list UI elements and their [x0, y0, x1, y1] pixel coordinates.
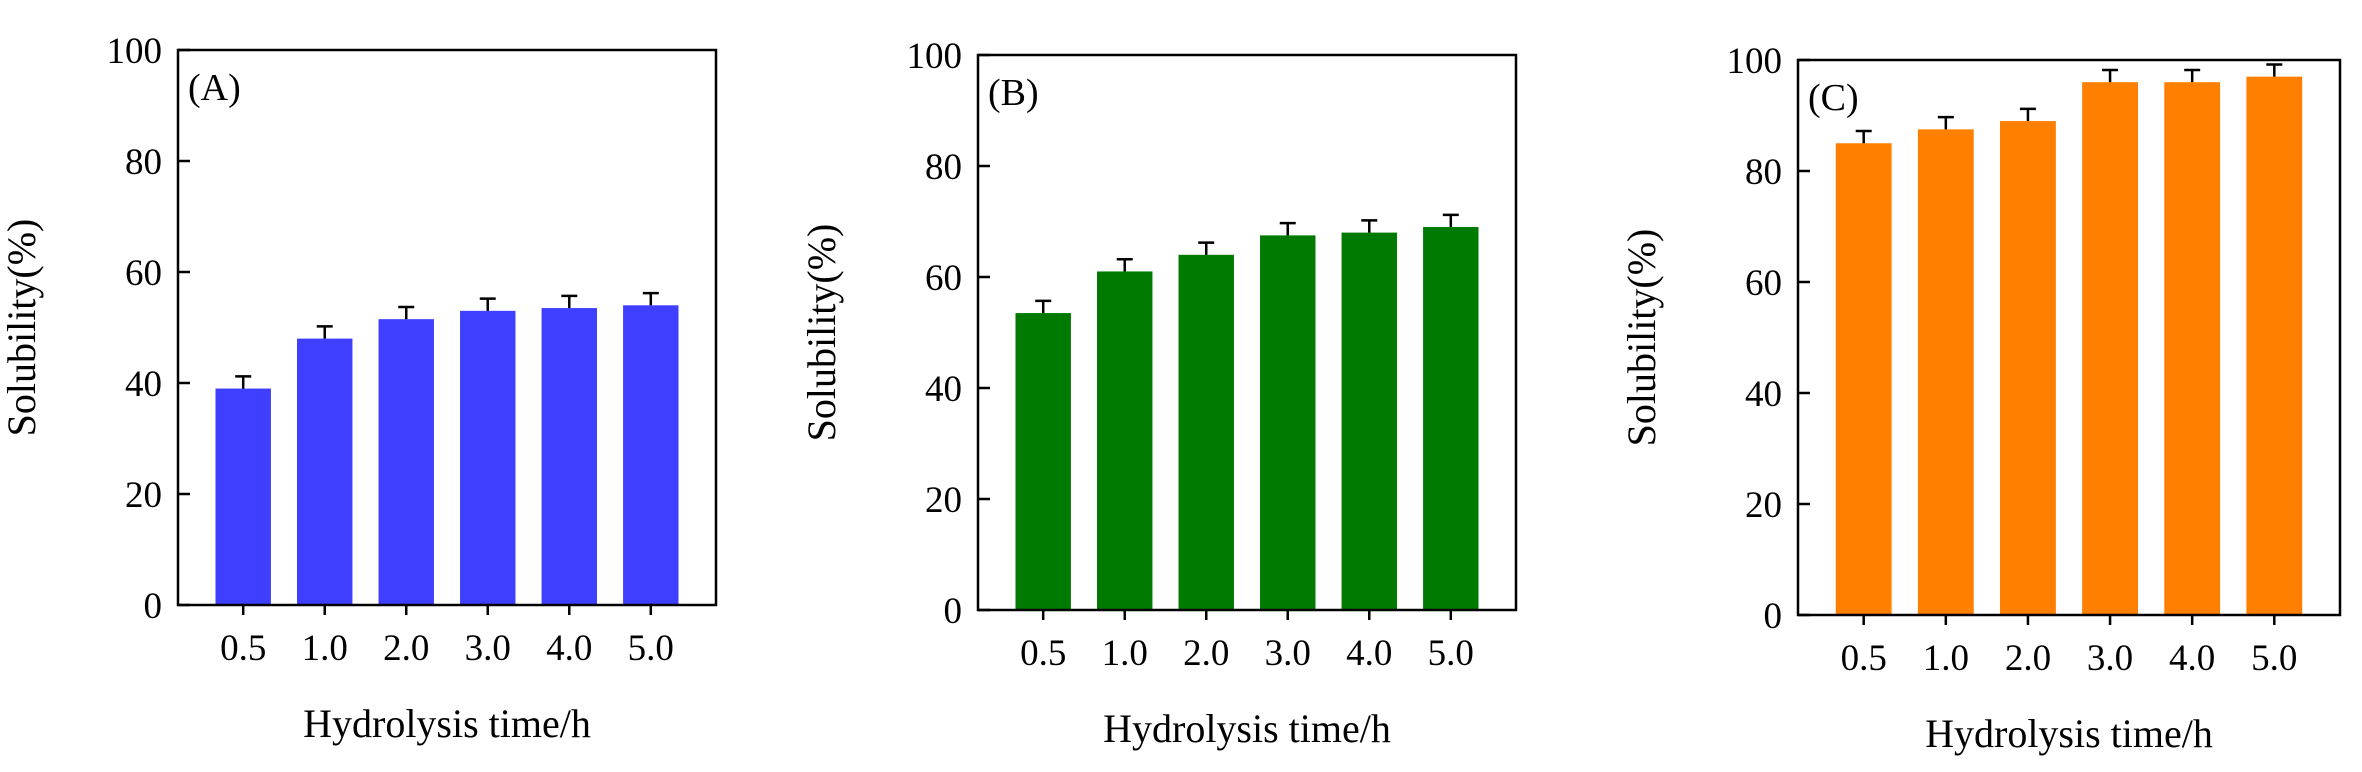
bar-4.0 — [2164, 82, 2221, 615]
error-bar-5.0 — [642, 291, 659, 306]
bar-2.0 — [1178, 254, 1234, 611]
y-tick-label: 80 — [125, 142, 162, 183]
error-bar-3.0 — [2102, 68, 2119, 83]
x-tick-label: 0.5 — [1841, 638, 1887, 679]
y-tick-label: 60 — [925, 258, 962, 299]
plot-frame — [976, 53, 1518, 612]
y-tick-label: 100 — [907, 36, 963, 77]
bar-0.5 — [215, 388, 271, 605]
x-tick-label: 4.0 — [546, 628, 592, 669]
x-tick-label: 3.0 — [1265, 633, 1311, 674]
bar-1.0 — [1917, 129, 1974, 615]
y-tick-label: 20 — [925, 480, 962, 521]
y-axis-title: Solubility(%) — [1619, 229, 1664, 447]
x-tick-label: 0.5 — [1020, 633, 1066, 674]
error-bar-3.0 — [1279, 221, 1296, 236]
bar-1.0 — [1097, 271, 1153, 610]
y-tick-label: 40 — [1745, 374, 1782, 415]
x-axis-title: Hydrolysis time/h — [303, 701, 591, 746]
error-bar-4.0 — [2184, 68, 2201, 83]
x-tick-label: 2.0 — [1183, 633, 1229, 674]
y-tick-label: 100 — [1727, 41, 1783, 82]
error-bar-2.0 — [2019, 107, 2036, 122]
x-axis-title: Hydrolysis time/h — [1103, 706, 1391, 751]
y-tick-label: 20 — [125, 475, 162, 516]
x-axis-title: Hydrolysis time/h — [1925, 711, 2213, 756]
x-tick-label: 1.0 — [1923, 638, 1969, 679]
x-tick-label: 2.0 — [383, 628, 429, 669]
panel-label: (A) — [188, 67, 241, 109]
bar-0.5 — [1835, 143, 1892, 615]
bar-1.0 — [297, 338, 353, 605]
error-bar-3.0 — [479, 297, 496, 311]
bar-3.0 — [2082, 82, 2138, 615]
y-tick-label: 40 — [925, 369, 962, 410]
x-tick-label: 1.0 — [1102, 633, 1148, 674]
error-bar-1.0 — [1116, 257, 1133, 272]
x-tick-label: 0.5 — [220, 628, 266, 669]
error-bar-0.5 — [235, 375, 252, 389]
x-tick-label: 3.0 — [2087, 638, 2133, 679]
x-tick-label: 1.0 — [302, 628, 348, 669]
bar-4.0 — [1341, 232, 1397, 610]
x-tick-label: 2.0 — [2005, 638, 2051, 679]
y-tick-label: 0 — [944, 591, 963, 632]
x-tick-label: 4.0 — [1346, 633, 1392, 674]
y-axis-title: Solubility(%) — [799, 224, 844, 442]
error-bar-2.0 — [398, 305, 415, 320]
panel-label: (B) — [988, 72, 1039, 114]
x-tick-label: 5.0 — [2251, 638, 2297, 679]
y-tick-label: 80 — [925, 147, 962, 188]
plot-frame — [1796, 58, 2342, 617]
y-tick-label: 80 — [1745, 152, 1782, 193]
chart-panel-3: 0 20 40 60 80 100 0.5 1.0 2.0 3.0 4.0 5.0 (C) Hydroly… — [1619, 41, 2342, 756]
bar-5.0 — [1423, 227, 1479, 611]
x-tick-label: 4.0 — [2169, 638, 2215, 679]
error-bar-4.0 — [1361, 219, 1378, 233]
chart-panel-1: 0 20 40 60 80 100 0.5 1.0 2.0 3.0 4.0 5.0 (A) Hydroly… — [0, 31, 718, 746]
plot-frame — [176, 48, 718, 607]
error-bar-5.0 — [2266, 63, 2283, 77]
error-bar-4.0 — [561, 294, 578, 309]
bar-2.0 — [2000, 121, 2056, 616]
x-tick-label: 5.0 — [1428, 633, 1474, 674]
y-tick-label: 60 — [125, 253, 162, 294]
bar-2.0 — [378, 319, 434, 605]
y-tick-label: 20 — [1745, 485, 1782, 526]
bar-0.5 — [1015, 313, 1071, 610]
y-tick-label: 40 — [125, 364, 162, 405]
y-axis-title: Solubility(%) — [0, 219, 44, 437]
bar-4.0 — [541, 308, 597, 605]
x-tick-label: 3.0 — [465, 628, 511, 669]
error-bar-5.0 — [1442, 213, 1459, 228]
error-bar-0.5 — [1855, 129, 1872, 144]
bar-5.0 — [623, 305, 679, 605]
error-bar-2.0 — [1198, 241, 1215, 255]
y-tick-label: 60 — [1745, 263, 1782, 304]
y-tick-label: 0 — [144, 586, 163, 627]
bar-3.0 — [460, 310, 516, 605]
error-bar-1.0 — [1937, 115, 1954, 130]
error-bar-1.0 — [316, 325, 333, 339]
chart-panel-2: 0 20 40 60 80 100 0.5 1.0 2.0 3.0 4.0 5.0 (B) Hydroly… — [799, 36, 1518, 751]
y-tick-label: 0 — [1764, 596, 1783, 637]
panel-label: (C) — [1808, 77, 1859, 119]
bar-5.0 — [2246, 76, 2303, 615]
bar-3.0 — [1260, 235, 1316, 610]
y-tick-label: 100 — [107, 31, 163, 72]
x-tick-label: 5.0 — [628, 628, 674, 669]
error-bar-0.5 — [1035, 299, 1052, 314]
